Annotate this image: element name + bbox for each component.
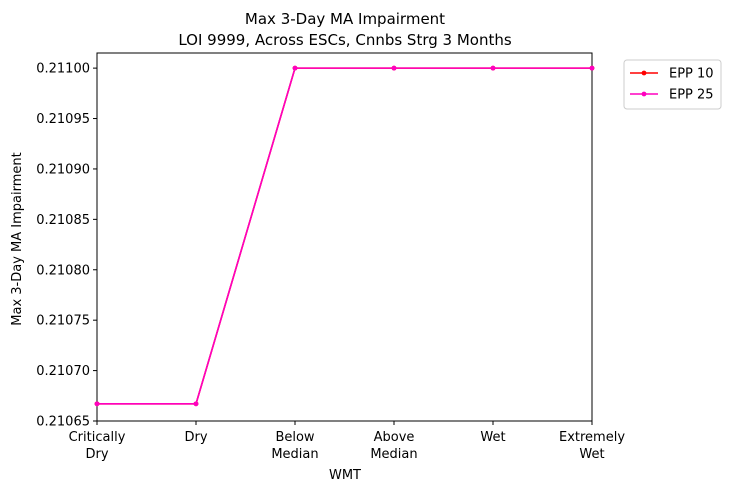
data-point <box>391 65 397 71</box>
legend: EPP 10 EPP 25 <box>623 59 722 110</box>
legend-swatch-marker <box>641 91 647 97</box>
y-tick-label: 0.21090 <box>36 162 90 177</box>
y-tick-label: 0.21095 <box>36 112 90 127</box>
legend-swatch-marker <box>641 70 647 76</box>
y-tick-label: 0.21100 <box>36 62 90 77</box>
y-tick-label: 0.21085 <box>36 213 90 228</box>
x-tick-label: Above Median <box>370 430 417 462</box>
x-tick-label: Below Median <box>271 430 318 462</box>
x-tick-label: Wet <box>480 430 505 445</box>
data-point <box>490 65 496 71</box>
data-point <box>94 401 100 407</box>
legend-label: EPP 10 <box>669 67 714 82</box>
chart-title: Max 3-Day MA Impairment <box>245 10 445 28</box>
x-tick-label: Critically Dry <box>69 430 126 462</box>
x-tick-label: Extremely Wet <box>559 430 625 462</box>
legend-label: EPP 25 <box>669 88 714 103</box>
data-point <box>589 65 595 71</box>
plot-area: 0.21065 0.21070 0.21075 0.21080 0.21085 0.210… <box>36 52 625 462</box>
x-axis-title: WMT <box>329 468 361 483</box>
plot-frame <box>96 52 593 422</box>
y-axis-title: Max 3-Day MA Impairment <box>10 152 25 325</box>
series-line-1 <box>97 67 592 405</box>
data-point <box>193 401 199 407</box>
data-point <box>292 65 298 71</box>
y-tick-label: 0.21075 <box>36 314 90 329</box>
y-tick-label: 0.21080 <box>36 263 90 278</box>
series-line-2 <box>97 67 592 405</box>
x-tick-label: Dry <box>184 430 207 445</box>
y-tick-label: 0.21065 <box>36 415 90 430</box>
y-tick-label: 0.21070 <box>36 364 90 379</box>
chart-subtitle: LOI 9999, Across ESCs, Cnnbs Strg 3 Mont… <box>178 31 512 49</box>
